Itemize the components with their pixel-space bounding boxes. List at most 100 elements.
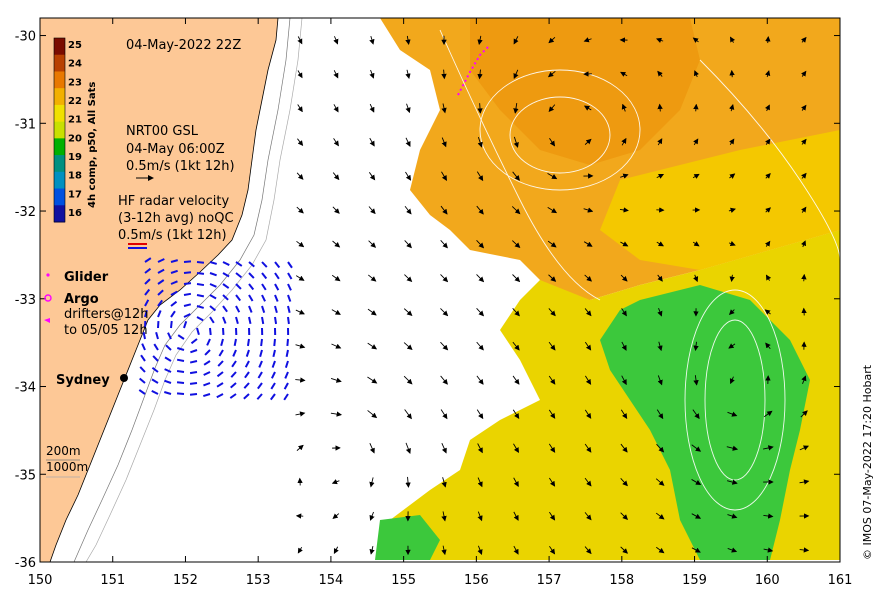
- x-tick-label: 151: [100, 573, 125, 588]
- current-vector: [729, 138, 735, 145]
- current-vector: [512, 375, 520, 385]
- radar-vector: [209, 305, 217, 312]
- radar-vector: [170, 259, 179, 263]
- current-vector: [548, 443, 556, 453]
- current-vector: [367, 342, 378, 350]
- current-vector: [441, 477, 447, 488]
- current-vector: [584, 512, 592, 521]
- y-axis: -30 -31 -32 -33 -34 -35 -36: [15, 30, 840, 571]
- x-tick-label: 159: [682, 573, 707, 588]
- current-vector: [367, 410, 378, 419]
- radar-vector: [245, 349, 250, 357]
- radar-vector: [273, 338, 276, 347]
- current-vector: [729, 376, 735, 385]
- current-vector: [657, 341, 663, 352]
- current-vector: [403, 375, 413, 385]
- x-axis: 150 151 152 153 154 155 156 157 158 159 160 161: [28, 18, 852, 588]
- radar-vector: [274, 261, 281, 269]
- current-vector: [656, 173, 665, 179]
- radar-vector: [196, 316, 204, 322]
- current-vector: [764, 240, 771, 247]
- radar-vector: [229, 393, 237, 399]
- current-vector: [691, 513, 702, 519]
- radar-vector: [196, 261, 205, 264]
- glider-label: Glider: [64, 270, 109, 285]
- current-vector: [403, 308, 413, 316]
- radar-vector: [220, 338, 224, 347]
- radar-vector: [144, 278, 151, 285]
- current-vector: [657, 308, 663, 317]
- radar-vector: [235, 261, 243, 267]
- credit-label: © IMOS 07-May-2022 17:20 Hobart: [861, 364, 874, 560]
- current-vector: [584, 274, 592, 282]
- radar-vector: [216, 371, 224, 378]
- current-vector: [692, 173, 700, 179]
- radar-vector: [209, 283, 217, 288]
- current-vector: [657, 274, 663, 282]
- radar-vector: [270, 382, 276, 390]
- glider-symbol: [46, 273, 50, 277]
- current-vector: [296, 240, 305, 248]
- current-vector: [656, 241, 664, 247]
- current-vector: [584, 138, 592, 145]
- radar-vector: [189, 393, 198, 396]
- current-vector: [476, 205, 484, 215]
- colorbar-segment: [54, 171, 65, 190]
- radar-vector: [155, 331, 159, 340]
- current-vector: [476, 375, 484, 385]
- radar-vector: [248, 261, 255, 268]
- radar-vector: [287, 261, 293, 269]
- sst-cool-region: [600, 285, 810, 560]
- current-vector: [657, 103, 663, 112]
- current-vector: [333, 104, 339, 113]
- radar-vector: [167, 332, 172, 340]
- radar-vector: [183, 271, 192, 274]
- current-vector: [657, 70, 663, 77]
- current-vector: [583, 207, 594, 213]
- current-vector: [369, 511, 375, 521]
- radar-vector: [144, 288, 151, 296]
- radar-vector: [139, 377, 146, 384]
- gsl-legend-line1: NRT00 GSL: [126, 124, 199, 139]
- current-vector: [726, 479, 738, 485]
- argo-label: Argo: [64, 292, 99, 307]
- colorbar-tick-label: 20: [68, 133, 82, 144]
- current-vector: [763, 547, 774, 553]
- y-tick-label: -32: [15, 205, 36, 220]
- radar-vector: [222, 261, 230, 266]
- radar-vector: [261, 272, 268, 280]
- current-vector: [549, 138, 556, 147]
- current-vector: [405, 442, 411, 454]
- current-vector: [801, 138, 807, 145]
- current-vector: [440, 205, 448, 215]
- radar-vector: [152, 355, 159, 362]
- current-vector: [548, 477, 556, 487]
- radar-vector: [271, 360, 276, 368]
- colorbar-tick-label: 25: [68, 40, 82, 51]
- current-vector: [584, 375, 592, 385]
- radar-vector: [196, 272, 205, 275]
- current-vector: [441, 103, 447, 114]
- radar-vector: [157, 258, 165, 263]
- radar-vector: [243, 382, 250, 389]
- radar-vector: [157, 310, 162, 318]
- radar-vector: [189, 360, 198, 364]
- current-vector: [621, 375, 627, 386]
- current-vector: [620, 241, 629, 247]
- current-vector: [369, 103, 375, 113]
- current-vector: [332, 240, 341, 248]
- radar-vector: [261, 294, 266, 302]
- radar-vector: [157, 289, 164, 296]
- current-vector: [441, 137, 447, 148]
- current-vector: [583, 105, 592, 111]
- radar-vector: [177, 334, 185, 340]
- radar-vector: [144, 299, 150, 307]
- radar-vector: [183, 303, 192, 307]
- colorbar-tick-label: 23: [68, 77, 82, 88]
- current-vector: [547, 70, 556, 78]
- current-vector: [764, 309, 771, 315]
- current-vector: [369, 443, 375, 454]
- current-vector: [584, 308, 592, 317]
- radar-vector: [235, 305, 241, 313]
